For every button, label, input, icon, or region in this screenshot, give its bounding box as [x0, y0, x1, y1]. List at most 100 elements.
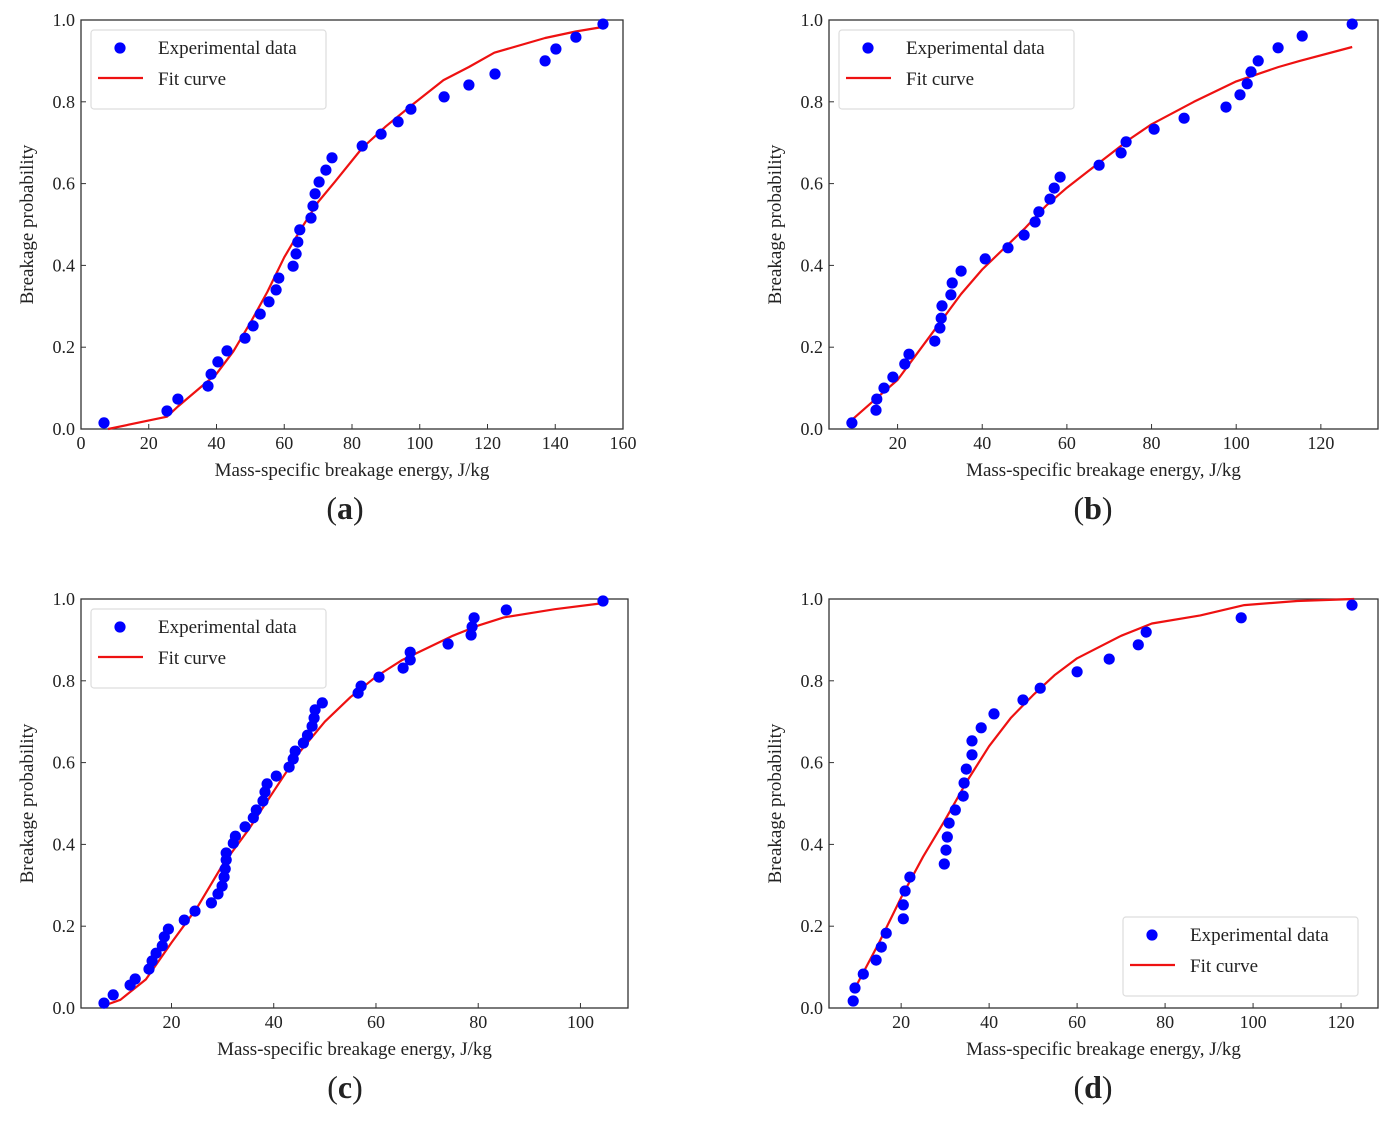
data-point — [218, 871, 230, 883]
y-axis-label: Breakage probability — [17, 723, 38, 883]
data-point — [356, 140, 368, 152]
y-tick-label: 0.6 — [53, 174, 76, 194]
data-point — [597, 18, 609, 30]
data-point — [1093, 159, 1105, 171]
data-point — [955, 265, 967, 277]
data-point — [1115, 147, 1127, 159]
data-point — [178, 914, 190, 926]
y-axis-label: Breakage probability — [765, 144, 786, 304]
y-tick-label: 0.0 — [801, 998, 824, 1018]
data-point — [397, 662, 409, 674]
data-point — [202, 380, 214, 392]
data-point — [404, 646, 416, 658]
data-point — [1132, 639, 1144, 651]
x-tick-label: 40 — [265, 1012, 283, 1032]
legend-label-fit: Fit curve — [158, 648, 226, 669]
data-point — [156, 940, 168, 952]
data-point — [404, 654, 416, 666]
y-tick-label: 0.4 — [801, 255, 824, 275]
data-point — [220, 847, 232, 859]
legend-marker-experimental — [1146, 929, 1158, 941]
legend-marker-experimental — [114, 621, 126, 633]
x-tick-label: 60 — [275, 433, 293, 453]
x-tick-label: 40 — [973, 433, 991, 453]
data-point — [257, 795, 269, 807]
data-point — [373, 671, 385, 683]
legend: Experimental data Fit curve — [90, 29, 327, 110]
data-point — [161, 405, 173, 417]
x-tick-label: 100 — [567, 1012, 594, 1032]
data-point — [489, 68, 501, 80]
x-tick-label: 60 — [1068, 1012, 1086, 1032]
legend-label-experimental: Experimental data — [906, 38, 1045, 59]
x-tick-label: 80 — [469, 1012, 487, 1032]
data-point — [897, 913, 909, 925]
data-point — [263, 296, 275, 308]
data-point — [1044, 193, 1056, 205]
y-tick-label: 0.4 — [53, 834, 76, 854]
data-point — [849, 982, 861, 994]
x-tick-label: 100 — [406, 433, 433, 453]
data-point — [904, 871, 916, 883]
panel-d: 20 40 60 80 100 120 0.0 0.2 0.4 0.6 0.8 1.0 Mass-spe… — [765, 589, 1379, 1060]
x-tick-label: 120 — [474, 433, 501, 453]
data-point — [307, 200, 319, 212]
x-tick-label: 120 — [1328, 1012, 1355, 1032]
y-tick-label: 0.2 — [801, 916, 824, 936]
panel-label-c: (c) — [327, 1069, 363, 1105]
data-point — [308, 712, 320, 724]
data-point — [988, 708, 1000, 720]
x-tick-label: 120 — [1307, 433, 1334, 453]
data-point — [172, 393, 184, 405]
data-point — [975, 722, 987, 734]
data-point — [1018, 229, 1030, 241]
panel-letter-b: b — [1084, 490, 1102, 526]
data-point — [98, 997, 110, 1009]
data-point — [1346, 18, 1358, 30]
legend-label-experimental: Experimental data — [158, 38, 297, 59]
data-point — [98, 417, 110, 429]
y-axis-label: Breakage probability — [17, 144, 38, 304]
data-point — [442, 638, 454, 650]
data-point — [1272, 42, 1284, 54]
data-point — [150, 947, 162, 959]
data-point — [897, 899, 909, 911]
data-point — [966, 749, 978, 761]
legend-marker-experimental — [862, 42, 874, 54]
y-tick-label: 0.4 — [53, 255, 76, 275]
data-point — [466, 621, 478, 633]
data-point — [392, 116, 404, 128]
y-axis-label: Breakage probability — [765, 723, 786, 883]
panel-c: 20 40 60 80 100 0.0 0.2 0.4 0.6 0.8 1.0 Mass-specif… — [17, 589, 629, 1060]
x-tick-label: 160 — [610, 433, 637, 453]
data-point — [949, 804, 961, 816]
data-point — [107, 989, 119, 1001]
data-point — [1033, 206, 1045, 218]
data-point — [1252, 55, 1264, 67]
data-point — [463, 79, 475, 91]
x-tick-label: 40 — [208, 433, 226, 453]
data-point — [1103, 653, 1115, 665]
data-point — [205, 368, 217, 380]
data-point — [979, 253, 991, 265]
x-tick-label: 20 — [889, 433, 907, 453]
fit-curve-line — [102, 602, 604, 1008]
panel-letter-a: a — [337, 490, 353, 526]
data-point — [465, 629, 477, 641]
data-point — [935, 312, 947, 324]
data-point — [239, 332, 251, 344]
x-tick-label: 80 — [1156, 1012, 1174, 1032]
data-point — [162, 923, 174, 935]
x-tick-label: 100 — [1240, 1012, 1267, 1032]
panel-letter-c: c — [337, 1069, 353, 1105]
y-tick-label: 1.0 — [53, 10, 76, 30]
x-axis-label: Mass-specific breakage energy, J/kg — [966, 1039, 1241, 1060]
data-point — [938, 858, 950, 870]
data-point — [943, 817, 955, 829]
data-point — [1017, 694, 1029, 706]
legend-label-fit: Fit curve — [1190, 956, 1258, 977]
y-tick-label: 1.0 — [801, 589, 824, 609]
legend-label-experimental: Experimental data — [1190, 925, 1329, 946]
